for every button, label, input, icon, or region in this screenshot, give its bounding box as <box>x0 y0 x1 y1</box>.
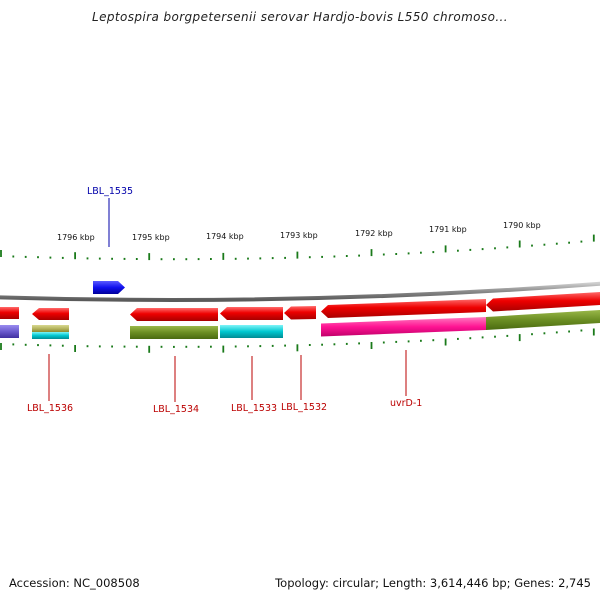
cog-bar <box>32 332 69 339</box>
outer-tick-track <box>0 234 595 261</box>
tick-label: 1793 kbp <box>280 231 318 240</box>
genome-backbone <box>0 281 600 302</box>
gene-partial-right[interactable] <box>486 292 600 312</box>
cog-bar <box>486 310 600 330</box>
gene-lbl-1535[interactable] <box>93 281 125 294</box>
gene-partial-left[interactable] <box>0 307 19 319</box>
reverse-strand-genes <box>0 292 600 321</box>
gene-label-bottom[interactable]: LBL_1532 <box>281 402 327 413</box>
gene-label-bottom[interactable]: LBL_1534 <box>153 404 199 415</box>
gene-lbl-1533[interactable] <box>220 307 283 320</box>
cog-bar <box>0 325 19 338</box>
tick-label: 1791 kbp <box>429 225 467 234</box>
tick-label: 1790 kbp <box>503 221 541 230</box>
gene-label-bottom[interactable]: LBL_1536 <box>27 403 73 414</box>
map-title: Leptospira borgpetersenii serovar Hardjo… <box>92 10 508 24</box>
tick-label: 1795 kbp <box>132 233 170 242</box>
gene-labels: LBL_1535 LBL_1536 LBL_1534 LBL_1533 LBL_… <box>27 186 422 415</box>
gene-lbl-1536[interactable] <box>32 308 69 320</box>
tick-labels: 1796 kbp 1795 kbp 1794 kbp 1793 kbp 1792… <box>57 221 541 242</box>
cog-bar <box>130 326 218 339</box>
gene-lbl-1534[interactable] <box>130 308 218 321</box>
gene-label-bottom[interactable]: uvrD-1 <box>390 398 422 409</box>
label-leaders <box>48 198 407 402</box>
cog-category-track <box>0 310 600 339</box>
gene-lbl-1532[interactable] <box>284 306 316 320</box>
gene-label-top[interactable]: LBL_1535 <box>87 186 133 197</box>
cog-bar <box>220 325 283 338</box>
inner-tick-track <box>0 328 595 353</box>
topology-text: Topology: circular; Length: 3,614,446 bp… <box>275 576 591 590</box>
gene-uvrd-1[interactable] <box>321 299 486 318</box>
cog-bar <box>321 317 486 337</box>
cog-bar <box>32 325 69 332</box>
tick-label: 1794 kbp <box>206 232 244 241</box>
accession-text: Accession: NC_008508 <box>9 576 140 590</box>
tick-label: 1796 kbp <box>57 233 95 242</box>
tick-label: 1792 kbp <box>355 229 393 238</box>
gene-label-bottom[interactable]: LBL_1533 <box>231 403 277 414</box>
